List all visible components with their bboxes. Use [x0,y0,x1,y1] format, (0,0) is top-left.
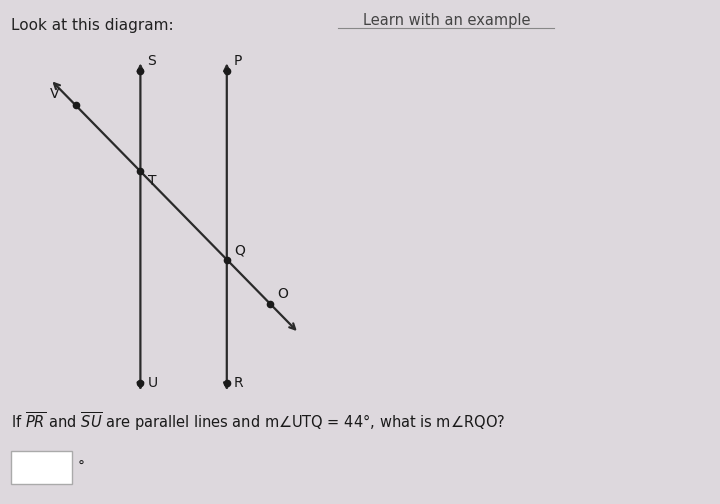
Text: Q: Q [234,243,245,257]
Text: Learn with an example: Learn with an example [363,13,530,28]
Text: R: R [234,376,243,390]
Text: T: T [148,174,156,188]
Text: P: P [234,54,243,68]
Text: V: V [50,87,60,101]
Text: U: U [148,376,158,390]
Text: S: S [148,54,156,68]
Text: O: O [277,287,288,301]
Text: °: ° [78,460,85,474]
Text: If $\overline{PR}$ and $\overline{SU}$ are parallel lines and m∠UTQ = 44°, what : If $\overline{PR}$ and $\overline{SU}$ a… [11,411,505,433]
Text: Look at this diagram:: Look at this diagram: [11,18,174,33]
FancyBboxPatch shape [11,451,72,484]
